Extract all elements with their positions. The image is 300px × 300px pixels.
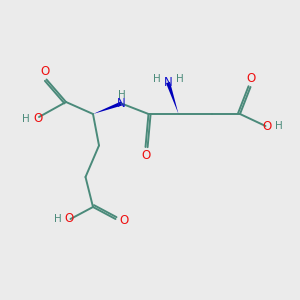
Text: O: O	[119, 214, 128, 227]
Text: O: O	[33, 112, 42, 125]
Text: O: O	[64, 212, 74, 226]
Text: H: H	[22, 113, 30, 124]
Text: O: O	[262, 119, 272, 133]
Text: N: N	[164, 76, 172, 89]
Text: O: O	[247, 72, 256, 86]
Text: H: H	[274, 121, 282, 131]
Text: H: H	[176, 74, 183, 85]
Text: N: N	[117, 97, 126, 110]
Text: H: H	[118, 89, 126, 100]
Text: O: O	[40, 65, 50, 78]
Polygon shape	[93, 101, 122, 114]
Text: O: O	[141, 149, 150, 162]
Text: H: H	[54, 214, 61, 224]
Text: H: H	[153, 74, 160, 85]
Polygon shape	[166, 82, 178, 114]
